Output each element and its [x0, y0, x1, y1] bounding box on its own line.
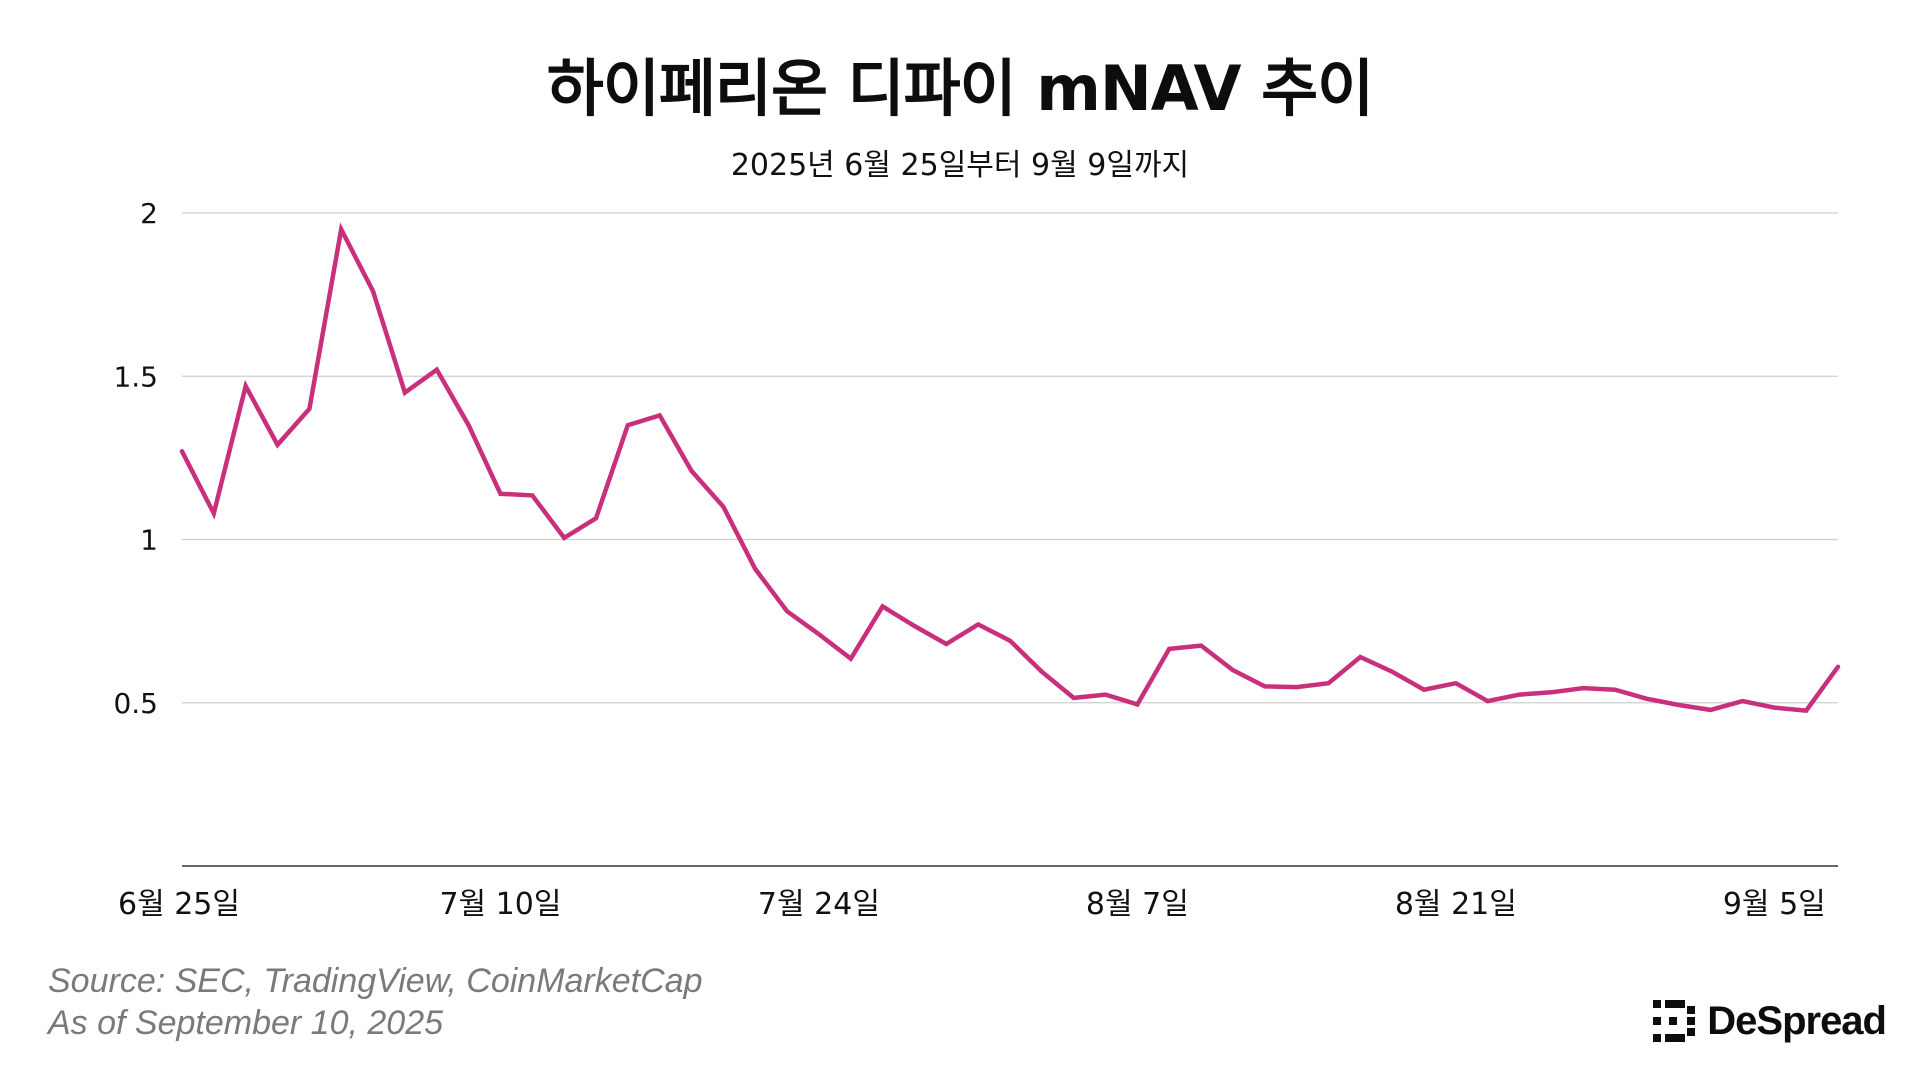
gridlines [182, 212, 1838, 704]
x-tick-label: 7월 10일 [439, 887, 561, 922]
chart-subtitle: 2025년 6월 25일부터 9월 9일까지 [730, 148, 1190, 183]
series-line-mnav [179, 222, 1841, 713]
x-tick-label: 6월 25일 [118, 887, 240, 922]
x-tick-label: 8월 7일 [1086, 887, 1189, 922]
despread-logo-icon [1651, 998, 1698, 1044]
y-tick-label: 1.5 [113, 360, 158, 393]
x-tick-label: 9월 5일 [1723, 887, 1826, 922]
y-tick-label: 2 [140, 197, 158, 230]
source-note: Source: SEC, TradingView, CoinMarketCap … [48, 960, 702, 1044]
source-text: Source: SEC, TradingView, CoinMarketCap [48, 962, 703, 1000]
brand-mark: DeSpread [1651, 996, 1887, 1046]
data-points [180, 227, 1840, 712]
y-tick-label: 0.5 [113, 687, 158, 720]
x-tick-label: 7월 24일 [758, 887, 880, 922]
chart-title: 하이페리온 디파이 mNAV 추이 [546, 52, 1374, 125]
x-axis-tick-labels: 6월 25일 7월 10일 7월 24일 8월 7일 8월 21일 9월 5일 [118, 887, 1826, 922]
y-axis-tick-labels: 2 1.5 1 0.5 [113, 197, 158, 720]
brand-name: DeSpread [1707, 998, 1887, 1043]
y-tick-label: 1 [140, 524, 158, 557]
as-of-date: As of September 10, 2025 [48, 1004, 444, 1042]
x-tick-label: 8월 21일 [1395, 887, 1517, 922]
